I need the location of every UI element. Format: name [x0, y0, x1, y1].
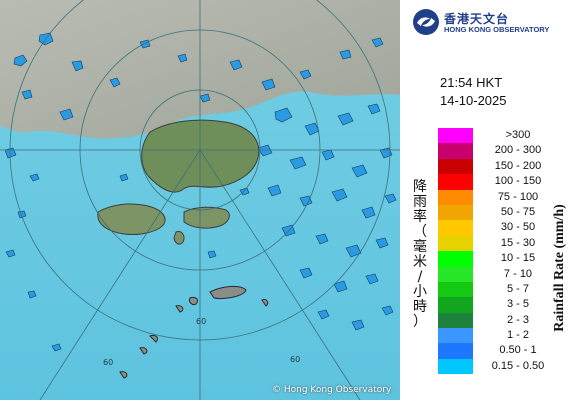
legend-swatch — [438, 343, 473, 359]
legend-color-bar — [438, 128, 473, 375]
legend-swatch — [438, 312, 473, 329]
ring-label-60: 60 — [290, 355, 300, 364]
legend-title-char: 雨 — [413, 194, 427, 210]
legend-title-char: 降 — [413, 179, 427, 195]
lantau-island — [97, 203, 166, 235]
lamma-island — [173, 231, 185, 245]
legend-label: 7 - 10 — [503, 267, 533, 280]
legend-swatch — [438, 328, 473, 344]
legend-label: 3 - 5 — [506, 298, 529, 311]
logo-chinese-text: 香港天文台 — [444, 12, 510, 26]
legend-title-char: 毫 — [413, 239, 427, 255]
legend-title-char: ） — [413, 314, 427, 330]
legend-swatch — [438, 128, 473, 144]
legend-label: 150 - 200 — [494, 159, 542, 172]
legend-title-char: 小 — [413, 284, 427, 300]
legend-swatch — [438, 281, 473, 298]
ring-label-60: 60 — [103, 358, 113, 367]
legend-label: 100 - 150 — [494, 175, 542, 188]
legend-label: 15 - 30 — [500, 236, 536, 249]
observation-time: 21:54 HKT — [440, 75, 503, 90]
legend-labels: >300 200 - 300 150 - 200 100 - 150 75 - 100 5… — [478, 128, 558, 374]
legend-label: 200 - 300 — [494, 144, 542, 157]
legend-title-char: （ — [413, 224, 427, 240]
legend-swatch — [438, 143, 473, 159]
legend-swatch — [438, 174, 473, 190]
legend-label: >300 — [505, 129, 531, 141]
legend-swatch — [438, 204, 473, 221]
legend-swatch — [438, 266, 473, 282]
legend-title-char: 率 — [413, 209, 427, 225]
radar-image: 60 60 60 — [0, 0, 400, 400]
observation-date: 14-10-2025 — [440, 93, 507, 108]
hong-kong-island — [183, 206, 230, 229]
copyright-notice: © Hong Kong Observatory — [272, 385, 392, 395]
legend-title-char: 米 — [413, 254, 427, 270]
legend-label: 75 - 100 — [497, 190, 539, 203]
legend-swatch — [438, 235, 473, 252]
legend-panel: 香港天文台 HONG KONG OBSERVATORY 21:54 HKT 14… — [400, 0, 577, 400]
legend-swatch — [438, 158, 473, 175]
legend-title-chinese: 降雨率（毫米 / 小時） — [412, 180, 428, 330]
range-rings — [0, 0, 400, 400]
legend-swatch — [438, 358, 473, 375]
legend-swatch — [438, 189, 473, 205]
legend-title-char: 時 — [413, 299, 427, 315]
legend-title-char: / — [417, 269, 423, 285]
legend-swatch — [438, 220, 473, 236]
legend-label: 10 - 15 — [500, 252, 536, 265]
radar-map: 60 60 60 © Hong Kong Observatory — [0, 0, 400, 400]
legend-label: 30 - 50 — [500, 221, 536, 234]
hko-logo: 香港天文台 HONG KONG OBSERVATORY — [412, 8, 577, 36]
legend-title-english: Rainfall Rate (mm/h) — [552, 204, 567, 332]
legend-label: 5 - 7 — [506, 282, 529, 295]
legend-label: 50 - 75 — [500, 205, 536, 218]
legend-label: 0.50 - 1 — [499, 344, 537, 357]
legend-swatch — [438, 251, 473, 267]
legend-label: 2 - 3 — [506, 313, 529, 326]
ring-label-60: 60 — [196, 317, 206, 326]
legend-label: 0.15 - 0.50 — [491, 359, 545, 372]
logo-english-text: HONG KONG OBSERVATORY — [444, 25, 550, 34]
hko-logo-icon — [413, 9, 439, 35]
legend-label: 1 - 2 — [506, 329, 529, 342]
legend-swatch — [438, 297, 473, 313]
southern-islands — [119, 285, 269, 379]
